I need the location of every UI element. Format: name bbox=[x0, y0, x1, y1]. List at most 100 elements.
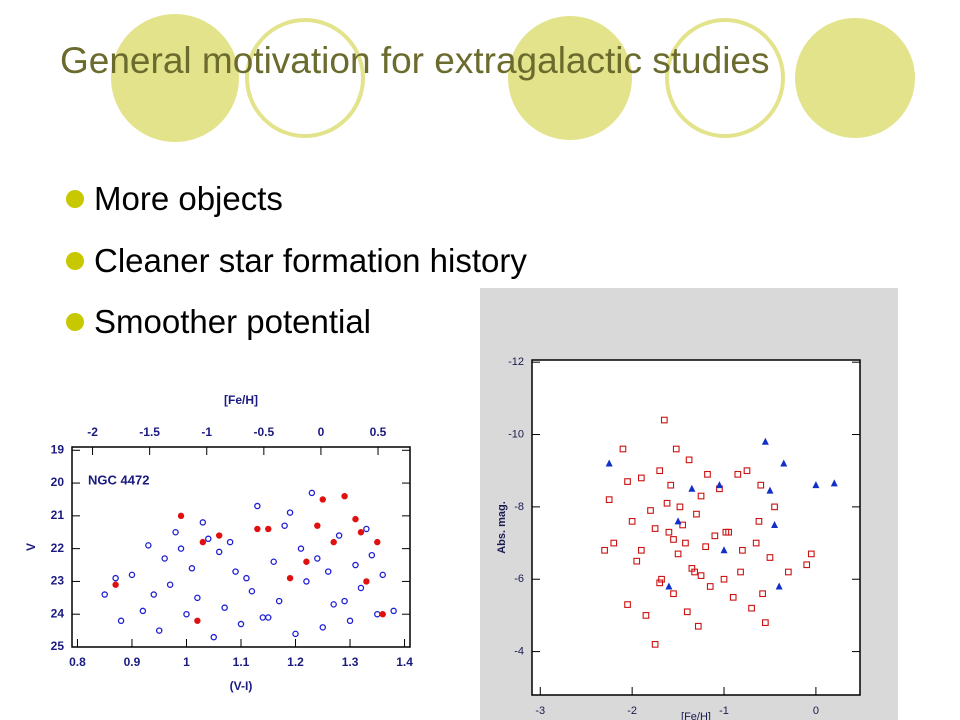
point bbox=[194, 594, 201, 602]
point bbox=[766, 554, 774, 561]
x-tick-label: 0.9 bbox=[124, 655, 141, 669]
point bbox=[188, 565, 196, 572]
point bbox=[297, 545, 305, 552]
y-tick-label: -10 bbox=[508, 428, 524, 440]
point bbox=[715, 481, 723, 489]
point bbox=[674, 517, 682, 525]
point bbox=[637, 546, 645, 554]
point bbox=[720, 546, 728, 554]
point bbox=[363, 578, 370, 585]
x-tick-label: 1.1 bbox=[233, 655, 250, 669]
point bbox=[265, 525, 272, 533]
point bbox=[685, 456, 693, 464]
point bbox=[610, 539, 618, 547]
point bbox=[642, 612, 650, 619]
y-tick-label: -6 bbox=[514, 573, 524, 585]
x-axis-label: [Fe/H] bbox=[681, 711, 711, 720]
x2-axis-label: [Fe/H] bbox=[224, 393, 258, 407]
point bbox=[743, 467, 751, 475]
point bbox=[807, 550, 815, 558]
slide-title: General motivation for extragalactic stu… bbox=[60, 40, 770, 81]
y-tick-label: -12 bbox=[508, 356, 524, 368]
x-tick-label: 1 bbox=[183, 655, 190, 669]
y-tick-label: 21 bbox=[51, 508, 65, 522]
plot-frame bbox=[531, 359, 861, 696]
point bbox=[670, 590, 677, 598]
point bbox=[665, 582, 673, 590]
point bbox=[706, 583, 714, 590]
point bbox=[693, 510, 700, 518]
point bbox=[759, 590, 766, 598]
point bbox=[674, 550, 682, 558]
x2-tick-label: 0 bbox=[318, 425, 325, 439]
point bbox=[183, 610, 190, 618]
point bbox=[281, 522, 288, 529]
point bbox=[679, 521, 687, 529]
point bbox=[803, 561, 811, 569]
point bbox=[303, 578, 310, 585]
y-axis-label: V bbox=[24, 543, 38, 551]
x2-tick-label: -1 bbox=[201, 425, 212, 439]
x-tick-label: -1 bbox=[719, 705, 729, 717]
point bbox=[335, 532, 343, 539]
point bbox=[633, 557, 641, 565]
point bbox=[314, 522, 321, 529]
point bbox=[352, 515, 359, 523]
point bbox=[734, 470, 742, 478]
point bbox=[368, 551, 376, 559]
x-tick-label: -2 bbox=[627, 705, 637, 717]
point bbox=[737, 568, 744, 576]
x2-tick-label: -2 bbox=[87, 425, 98, 439]
x-tick-label: -3 bbox=[535, 705, 545, 717]
point bbox=[172, 528, 179, 536]
point bbox=[761, 437, 769, 445]
point bbox=[697, 572, 705, 579]
point bbox=[670, 536, 677, 543]
point bbox=[324, 568, 332, 575]
point bbox=[780, 459, 788, 467]
point bbox=[112, 581, 119, 588]
point bbox=[660, 416, 668, 424]
x-tick-label: 1.2 bbox=[287, 655, 304, 669]
point bbox=[232, 568, 239, 575]
point bbox=[139, 607, 147, 615]
point bbox=[697, 492, 705, 500]
point bbox=[226, 538, 234, 546]
point bbox=[672, 445, 680, 453]
point bbox=[270, 558, 277, 566]
point bbox=[757, 481, 765, 489]
point bbox=[676, 503, 684, 511]
point bbox=[259, 614, 267, 621]
point bbox=[117, 617, 125, 625]
point bbox=[150, 591, 158, 598]
point bbox=[243, 574, 250, 582]
x-tick-label: 1.3 bbox=[342, 655, 359, 669]
point bbox=[656, 579, 664, 587]
y-axis-label: Abs. mag. bbox=[496, 501, 508, 554]
point bbox=[254, 525, 261, 533]
y-tick-label: -4 bbox=[514, 645, 524, 657]
point bbox=[363, 525, 370, 533]
point bbox=[346, 617, 354, 625]
x-tick-label: 0.8 bbox=[69, 655, 86, 669]
point bbox=[704, 470, 711, 478]
point bbox=[145, 542, 152, 549]
point bbox=[739, 546, 746, 554]
point bbox=[319, 624, 327, 631]
point bbox=[771, 520, 779, 528]
point bbox=[330, 538, 337, 546]
point bbox=[199, 519, 207, 526]
point bbox=[303, 558, 310, 565]
point bbox=[647, 507, 654, 514]
point bbox=[194, 617, 201, 624]
bullet: Smoother potential bbox=[94, 303, 372, 340]
x-axis-label: (V-I) bbox=[230, 679, 253, 693]
point bbox=[628, 517, 636, 525]
point bbox=[292, 630, 299, 638]
point bbox=[605, 459, 613, 467]
point bbox=[688, 484, 696, 492]
point bbox=[651, 525, 659, 532]
point bbox=[155, 627, 163, 634]
